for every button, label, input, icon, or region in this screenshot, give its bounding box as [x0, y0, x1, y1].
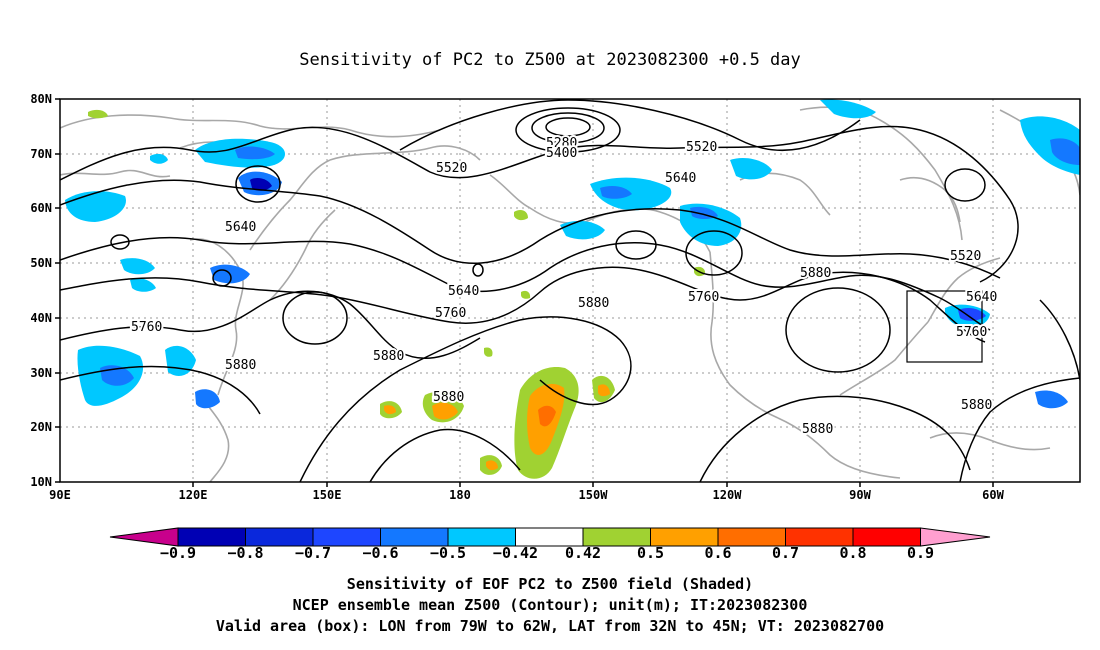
lon-tick-label: 90E	[49, 488, 71, 502]
contour-label: 5640	[225, 220, 256, 235]
caption-line-2: NCEP ensemble mean Z500 (Contour); unit(…	[292, 596, 808, 614]
lon-tick-label: 150W	[579, 488, 609, 502]
longitude-axis: 90E 120E 150E 180 150W 120W 90W 60W	[49, 488, 1004, 502]
lon-tick-label: 120W	[713, 488, 743, 502]
contour-label: 5880	[800, 266, 831, 281]
longitude-tick-marks	[192, 482, 994, 487]
lon-tick-label: 120E	[179, 488, 208, 502]
contour-label: 5640	[448, 284, 479, 299]
colorbar-label: 0.42	[565, 544, 601, 562]
colorbar-label: 0.9	[907, 544, 934, 562]
contour-label: 5760	[131, 320, 162, 335]
contour-label: 5520	[950, 249, 981, 264]
colorbar-label: −0.6	[362, 544, 398, 562]
contour-label: 5400	[546, 146, 577, 161]
contour-label: 5880	[961, 398, 992, 413]
valid-area-box	[906, 290, 983, 363]
colorbar-label: −0.7	[295, 544, 331, 562]
lat-tick-label: 60N	[30, 201, 52, 215]
lat-tick-label: 80N	[30, 92, 52, 106]
lon-tick-label: 180	[449, 488, 471, 502]
lat-tick-label: 20N	[30, 420, 52, 434]
contour-label: 5880	[802, 422, 833, 437]
colorbar-label: −0.8	[227, 544, 263, 562]
z500-contours	[60, 99, 1080, 482]
lat-tick-label: 40N	[30, 311, 52, 325]
colorbar-label: 0.8	[839, 544, 866, 562]
title-text: Sensitivity of PC2 to Z500 at 2023082300…	[299, 50, 801, 70]
latitude-tick-marks	[55, 98, 60, 483]
contour-label: 5520	[686, 140, 717, 155]
colorbar-high-triangle	[920, 527, 991, 547]
contour-label: 5880	[433, 390, 464, 405]
lat-tick-label: 30N	[30, 366, 52, 380]
lon-tick-label: 60W	[982, 488, 1004, 502]
colorbar-label: 0.5	[637, 544, 664, 562]
contour-labels: 5280 5400 5520 5520 5520 5640 5640 5640 …	[129, 134, 999, 439]
contour-label: 5520	[436, 161, 467, 176]
title: Sensitivity of PC2 to Z500 at 2023082300…	[0, 50, 1100, 70]
lat-tick-label: 70N	[30, 147, 52, 161]
lat-tick-label: 50N	[30, 256, 52, 270]
lon-tick-label: 90W	[849, 488, 871, 502]
contour-label: 5640	[966, 290, 997, 305]
negative-sensitivity-shading	[65, 99, 1080, 409]
lon-tick-label: 150E	[313, 488, 342, 502]
colorbar-labels: −0.9 −0.8 −0.7 −0.6 −0.5 −0.42 0.42 0.5 …	[160, 544, 934, 562]
caption-line-3: Valid area (box): LON from 79W to 62W, L…	[215, 617, 885, 635]
colorbar-label: −0.9	[160, 544, 196, 562]
contour-label: 5760	[435, 306, 466, 321]
latitude-axis: 80N 70N 60N 50N 40N 30N 20N 10N	[30, 92, 52, 489]
contour-label: 5280	[546, 136, 577, 151]
contour-label: 5880	[373, 349, 404, 364]
contour-label: 5880	[225, 358, 256, 373]
colorbar-label: −0.5	[430, 544, 466, 562]
contour-label: 5640	[665, 171, 696, 186]
lat-tick-label: 10N	[30, 475, 52, 489]
caption: Sensitivity of EOF PC2 to Z500 field (Sh…	[0, 574, 1100, 637]
colorbar	[109, 527, 991, 547]
colorbar-label: −0.42	[493, 544, 538, 562]
contour-label: 5880	[578, 296, 609, 311]
colorbar-label: 0.7	[772, 544, 799, 562]
positive-sensitivity-shading	[88, 109, 706, 479]
contour-label: 5760	[688, 290, 719, 305]
caption-line-1: Sensitivity of EOF PC2 to Z500 field (Sh…	[346, 575, 754, 593]
map-frame	[59, 98, 1081, 483]
contour-label: 5760	[956, 325, 987, 340]
colorbar-label: 0.6	[704, 544, 731, 562]
